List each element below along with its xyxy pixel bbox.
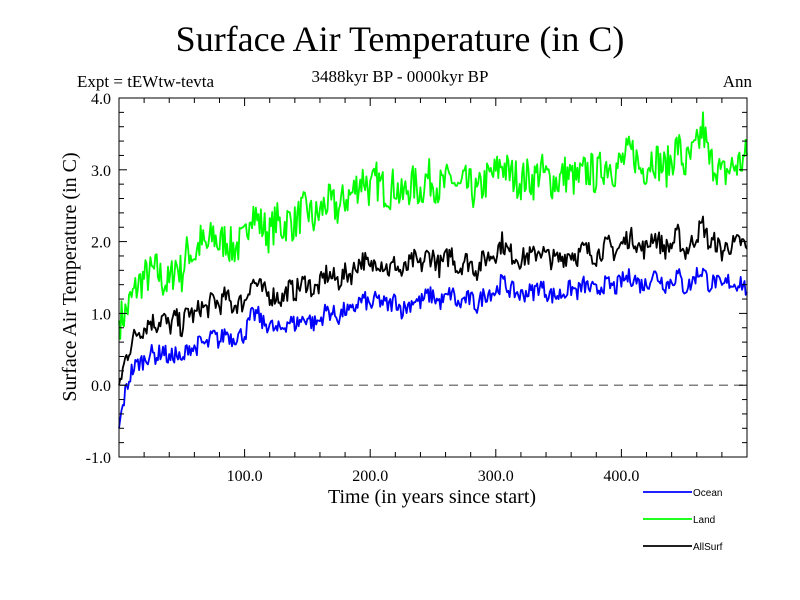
tick-labels-layer: 100.0 200.0 300.0 400.0 -1.0 0.0 1.0 2.0 3.0 4.0: [86, 91, 640, 485]
series-line-ocean: [118, 266, 748, 429]
x-tick-label: 100.0: [227, 468, 263, 485]
y-tick-label: 0.0: [91, 378, 111, 395]
series-line-allsurf: [118, 215, 748, 386]
series-layer: [118, 111, 748, 429]
legend-label: Land: [693, 515, 715, 526]
plot-frame: [118, 97, 748, 458]
y-tick-label: 1.0: [91, 306, 111, 323]
experiment-label: Expt = tEWtw-tevta: [77, 72, 215, 91]
y-axis-label: Surface Air Temperature (in C): [59, 152, 81, 401]
legend-item-ocean: Ocean: [643, 488, 722, 499]
y-tick-label: 3.0: [91, 163, 111, 180]
legend: Ocean Land AllSurf: [643, 488, 723, 553]
legend-item-land: Land: [643, 515, 715, 526]
legend-label: AllSurf: [693, 542, 723, 553]
x-tick-label: 400.0: [603, 468, 639, 485]
x-tick-label: 300.0: [478, 468, 514, 485]
season-label: Ann: [722, 72, 752, 91]
x-axis-label: Time (in years since start): [328, 486, 536, 508]
y-tick-label: -1.0: [86, 450, 111, 467]
ticks-layer: [119, 98, 747, 457]
x-tick-label: 200.0: [352, 468, 388, 485]
chart-title: Surface Air Temperature (in C): [175, 19, 625, 59]
legend-label: Ocean: [693, 488, 722, 499]
series-line-land: [118, 111, 748, 340]
legend-item-allsurf: AllSurf: [643, 542, 723, 553]
y-tick-label: 4.0: [91, 91, 111, 108]
y-tick-label: 2.0: [91, 235, 111, 252]
period-label: 3488kyr BP - 0000kyr BP: [311, 67, 489, 86]
